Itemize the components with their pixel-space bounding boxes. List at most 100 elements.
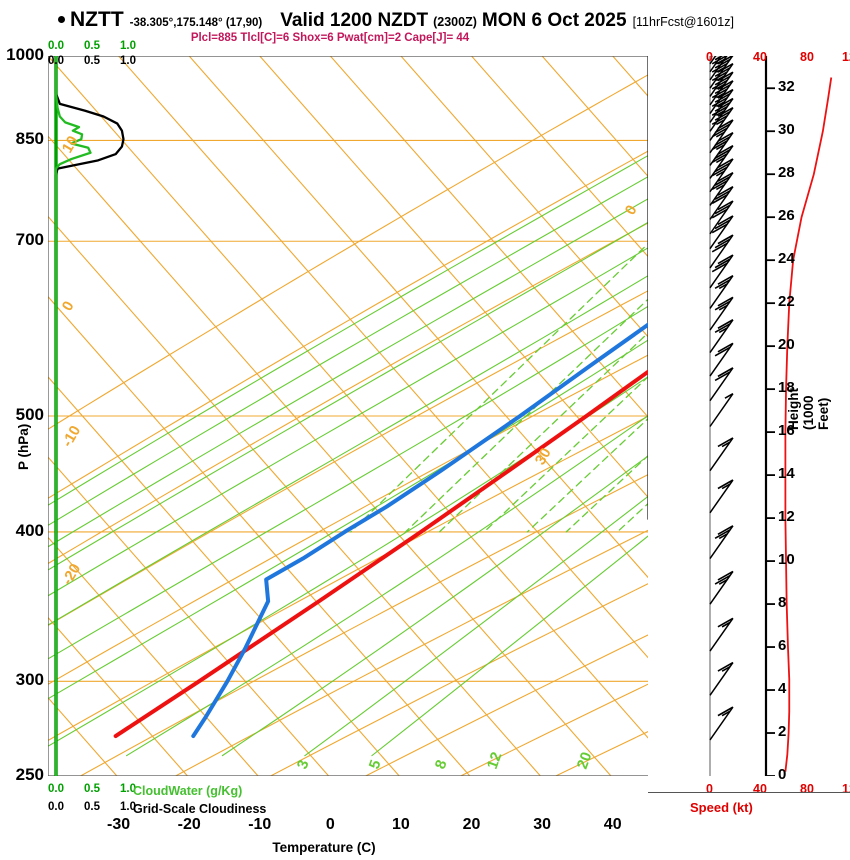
wind-barb [709, 275, 734, 309]
wind-barb [709, 617, 734, 652]
wind-barb [709, 215, 734, 250]
cloudiness-tick-label: 0.0 [48, 55, 64, 67]
isotherm-line [48, 135, 612, 776]
mixing-ratio-label: 8 [432, 758, 451, 772]
isotherm-line [48, 56, 648, 739]
wind-barb [709, 171, 734, 206]
wind-barb [709, 706, 734, 741]
temperature-tick-label: 0 [325, 816, 335, 833]
wind-barb [709, 319, 734, 353]
moist-adiabat-line [48, 247, 648, 597]
height-tick-label: 6 [778, 637, 787, 655]
wind-barb [709, 185, 734, 220]
isotherm-line [48, 215, 541, 776]
cloudiness-legend-label: Grid-Scale Cloudiness [133, 802, 267, 816]
station-dot-icon [58, 16, 65, 23]
moist-adiabat-line [48, 176, 648, 527]
cloudiness-tick-label: 0.5 [84, 55, 100, 67]
temperature-tick-label: -10 [248, 816, 272, 833]
wind-barb [709, 254, 734, 289]
height-tick-label: 2 [778, 723, 787, 740]
isotherm-line [48, 536, 259, 776]
wind-barb [709, 54, 734, 89]
speed-tick-label: 80 [800, 782, 814, 796]
speed-axis-title: Speed (kt) [690, 800, 753, 815]
mixing-ratio-line [350, 242, 648, 533]
mixing-ratio-label: 5 [366, 758, 385, 772]
speed-tick-label: 40 [753, 782, 767, 796]
speed-tick-label: 40 [753, 50, 767, 64]
dry-adiabat-line [48, 415, 648, 742]
stability-indices: Plcl=885 Tlcl[C]=6 Shox=6 Pwat[cm]=2 Cap… [190, 32, 470, 44]
cloudiness-tick-label: 1.0 [120, 55, 136, 67]
cloudwater-tick-label: 1.0 [120, 40, 136, 52]
height-tick-label: 12 [778, 508, 795, 526]
mixing-ratio-line [616, 502, 648, 533]
cloudwater-profile [54, 56, 92, 776]
height-tick-label: 0 [778, 766, 787, 783]
moist-adiabat-line [48, 154, 648, 506]
dry-adiabat-line [48, 150, 648, 499]
isotherm-line [48, 456, 330, 776]
pressure-tick-label: 500 [15, 405, 44, 424]
wind-barb [709, 525, 734, 559]
moist-adiabat-line [48, 305, 648, 660]
station-id: NZTT [70, 8, 124, 31]
cloudiness-tick-label: 0.0 [48, 801, 64, 813]
cloudiness-tick-label: 0.5 [84, 801, 100, 813]
wind-barb [709, 437, 734, 472]
wind-barb [709, 342, 734, 377]
pressure-tick-label: 250 [15, 765, 44, 784]
temperature-axis-title: Temperature (C) [272, 840, 376, 855]
dry-adiabat-line [48, 74, 648, 430]
moist-adiabat-line [126, 415, 648, 757]
station-coordinates: -38.305°,175.148° (17,90) [129, 17, 263, 29]
height-tick-label: 28 [778, 164, 795, 182]
valid-date: MON 6 Oct 2025 [481, 10, 627, 31]
isotherm-line [259, 56, 648, 499]
height-tick-label: 14 [778, 465, 795, 483]
isotherm-line [48, 616, 189, 776]
mixing-ratio-label: 12 [484, 750, 506, 771]
pressure-tick-label: 300 [15, 670, 44, 690]
mixing-ratio-line [404, 298, 648, 533]
wind-barb [709, 234, 734, 269]
moist-adiabat-line [48, 339, 648, 700]
mixing-ratio-line [483, 376, 648, 533]
isotherm-line [48, 376, 400, 776]
height-speed-curve [784, 77, 833, 772]
temperature-curve [113, 369, 648, 739]
valid-time-utc: (2300Z) [433, 15, 477, 29]
wind-barb [709, 296, 734, 331]
dry-adiabat-label: -20 [59, 561, 85, 588]
wind-barb [709, 119, 734, 154]
pressure-tick-label: 850 [15, 129, 44, 149]
height-tick-label: 32 [778, 78, 795, 96]
pressure-tick-label: 1000 [6, 45, 44, 64]
wind-barb [709, 71, 734, 106]
temperature-tick-label: -30 [107, 816, 131, 833]
cloudwater-tick-label: 0.5 [84, 783, 100, 795]
temperature-tick-label: -20 [177, 816, 201, 833]
header: NZTT -38.305°,175.148° (17,90) Valid 120… [0, 0, 850, 46]
pressure-axis-title: P (hPa) [16, 423, 31, 470]
cloudwater-legend-label: CloudWater (g/Kg) [133, 784, 243, 798]
temperature-tick-label: 10 [392, 816, 410, 833]
dry-adiabat-line [48, 290, 648, 627]
speed-axis-line [648, 792, 850, 793]
wind-barb [709, 661, 734, 696]
height-tick-label: 8 [778, 594, 787, 612]
height-tick-label: 16 [778, 422, 795, 440]
skewt-plot-area: 100-10-20010303581220 [48, 56, 648, 776]
wind-barb [709, 144, 734, 179]
dry-adiabat-label: 30 [532, 445, 555, 468]
pressure-tick-label: 400 [15, 520, 44, 540]
dry-adiabat-label: 10 [59, 133, 82, 156]
wind-barb [709, 63, 734, 97]
height-speed-panel [758, 56, 850, 777]
height-tick-label: 26 [778, 207, 795, 225]
cloudwater-tick-label: 0.0 [48, 40, 64, 52]
temperature-tick-label: 40 [603, 816, 622, 833]
temperature-tick-label: 20 [462, 816, 481, 833]
isotherm-line [188, 56, 648, 579]
